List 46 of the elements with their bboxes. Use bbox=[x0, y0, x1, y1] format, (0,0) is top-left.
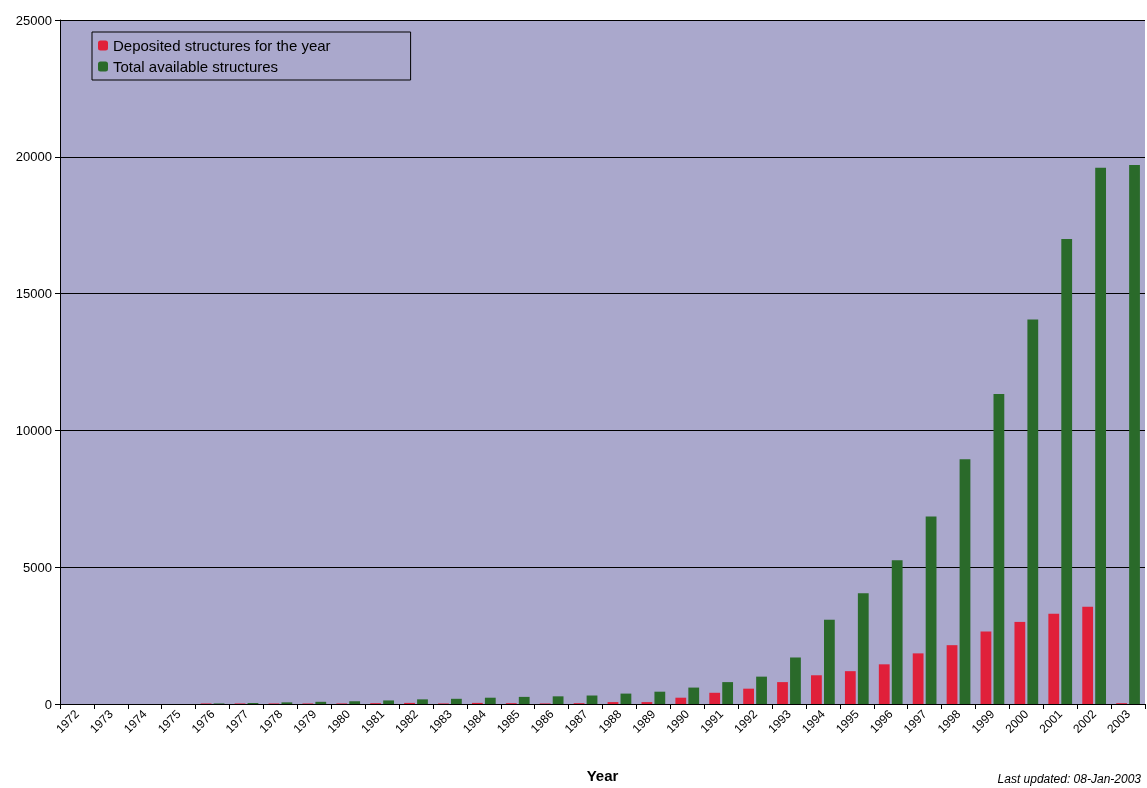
bar bbox=[383, 700, 394, 704]
bar bbox=[654, 691, 666, 704]
bar bbox=[688, 687, 700, 704]
bar bbox=[878, 664, 890, 704]
bar bbox=[552, 696, 564, 704]
bar bbox=[959, 459, 971, 704]
bar bbox=[675, 697, 687, 704]
bar bbox=[844, 671, 856, 704]
bar bbox=[756, 676, 767, 704]
x-axis-title: Year bbox=[586, 767, 619, 784]
bar bbox=[349, 701, 361, 704]
bar bbox=[1082, 606, 1094, 704]
legend-label: Deposited structures for the year bbox=[113, 37, 331, 54]
legend-label: Total available structures bbox=[113, 58, 279, 75]
bar bbox=[1095, 167, 1107, 704]
bar bbox=[811, 675, 822, 704]
bar bbox=[1048, 613, 1060, 704]
bar bbox=[993, 394, 1005, 704]
bar bbox=[925, 516, 937, 704]
bar bbox=[417, 699, 428, 704]
bar bbox=[484, 697, 496, 704]
y-tick-label: 10000 bbox=[15, 422, 52, 438]
bar bbox=[777, 682, 788, 704]
y-tick-label: 20000 bbox=[15, 149, 52, 165]
text: Last updated: 08-Jan-2003 bbox=[997, 772, 1141, 786]
bar bbox=[790, 657, 801, 704]
bar bbox=[823, 619, 835, 704]
bar bbox=[451, 698, 462, 704]
bar bbox=[1027, 319, 1039, 704]
bar bbox=[1129, 165, 1140, 704]
bar bbox=[315, 701, 327, 704]
bar bbox=[709, 692, 721, 704]
bar bbox=[722, 682, 734, 704]
bar bbox=[891, 560, 903, 704]
y-tick-label: 5000 bbox=[23, 559, 52, 575]
bar bbox=[946, 645, 958, 704]
bar bbox=[518, 696, 530, 704]
bar bbox=[1014, 621, 1026, 704]
bar bbox=[1061, 238, 1073, 704]
bar bbox=[980, 631, 992, 704]
y-tick-label: 25000 bbox=[15, 12, 52, 28]
y-tick-label: 15000 bbox=[15, 286, 52, 302]
y-tick-label: 0 bbox=[44, 696, 52, 712]
bar bbox=[743, 688, 754, 704]
bar bbox=[912, 653, 924, 704]
bar bbox=[857, 593, 869, 704]
